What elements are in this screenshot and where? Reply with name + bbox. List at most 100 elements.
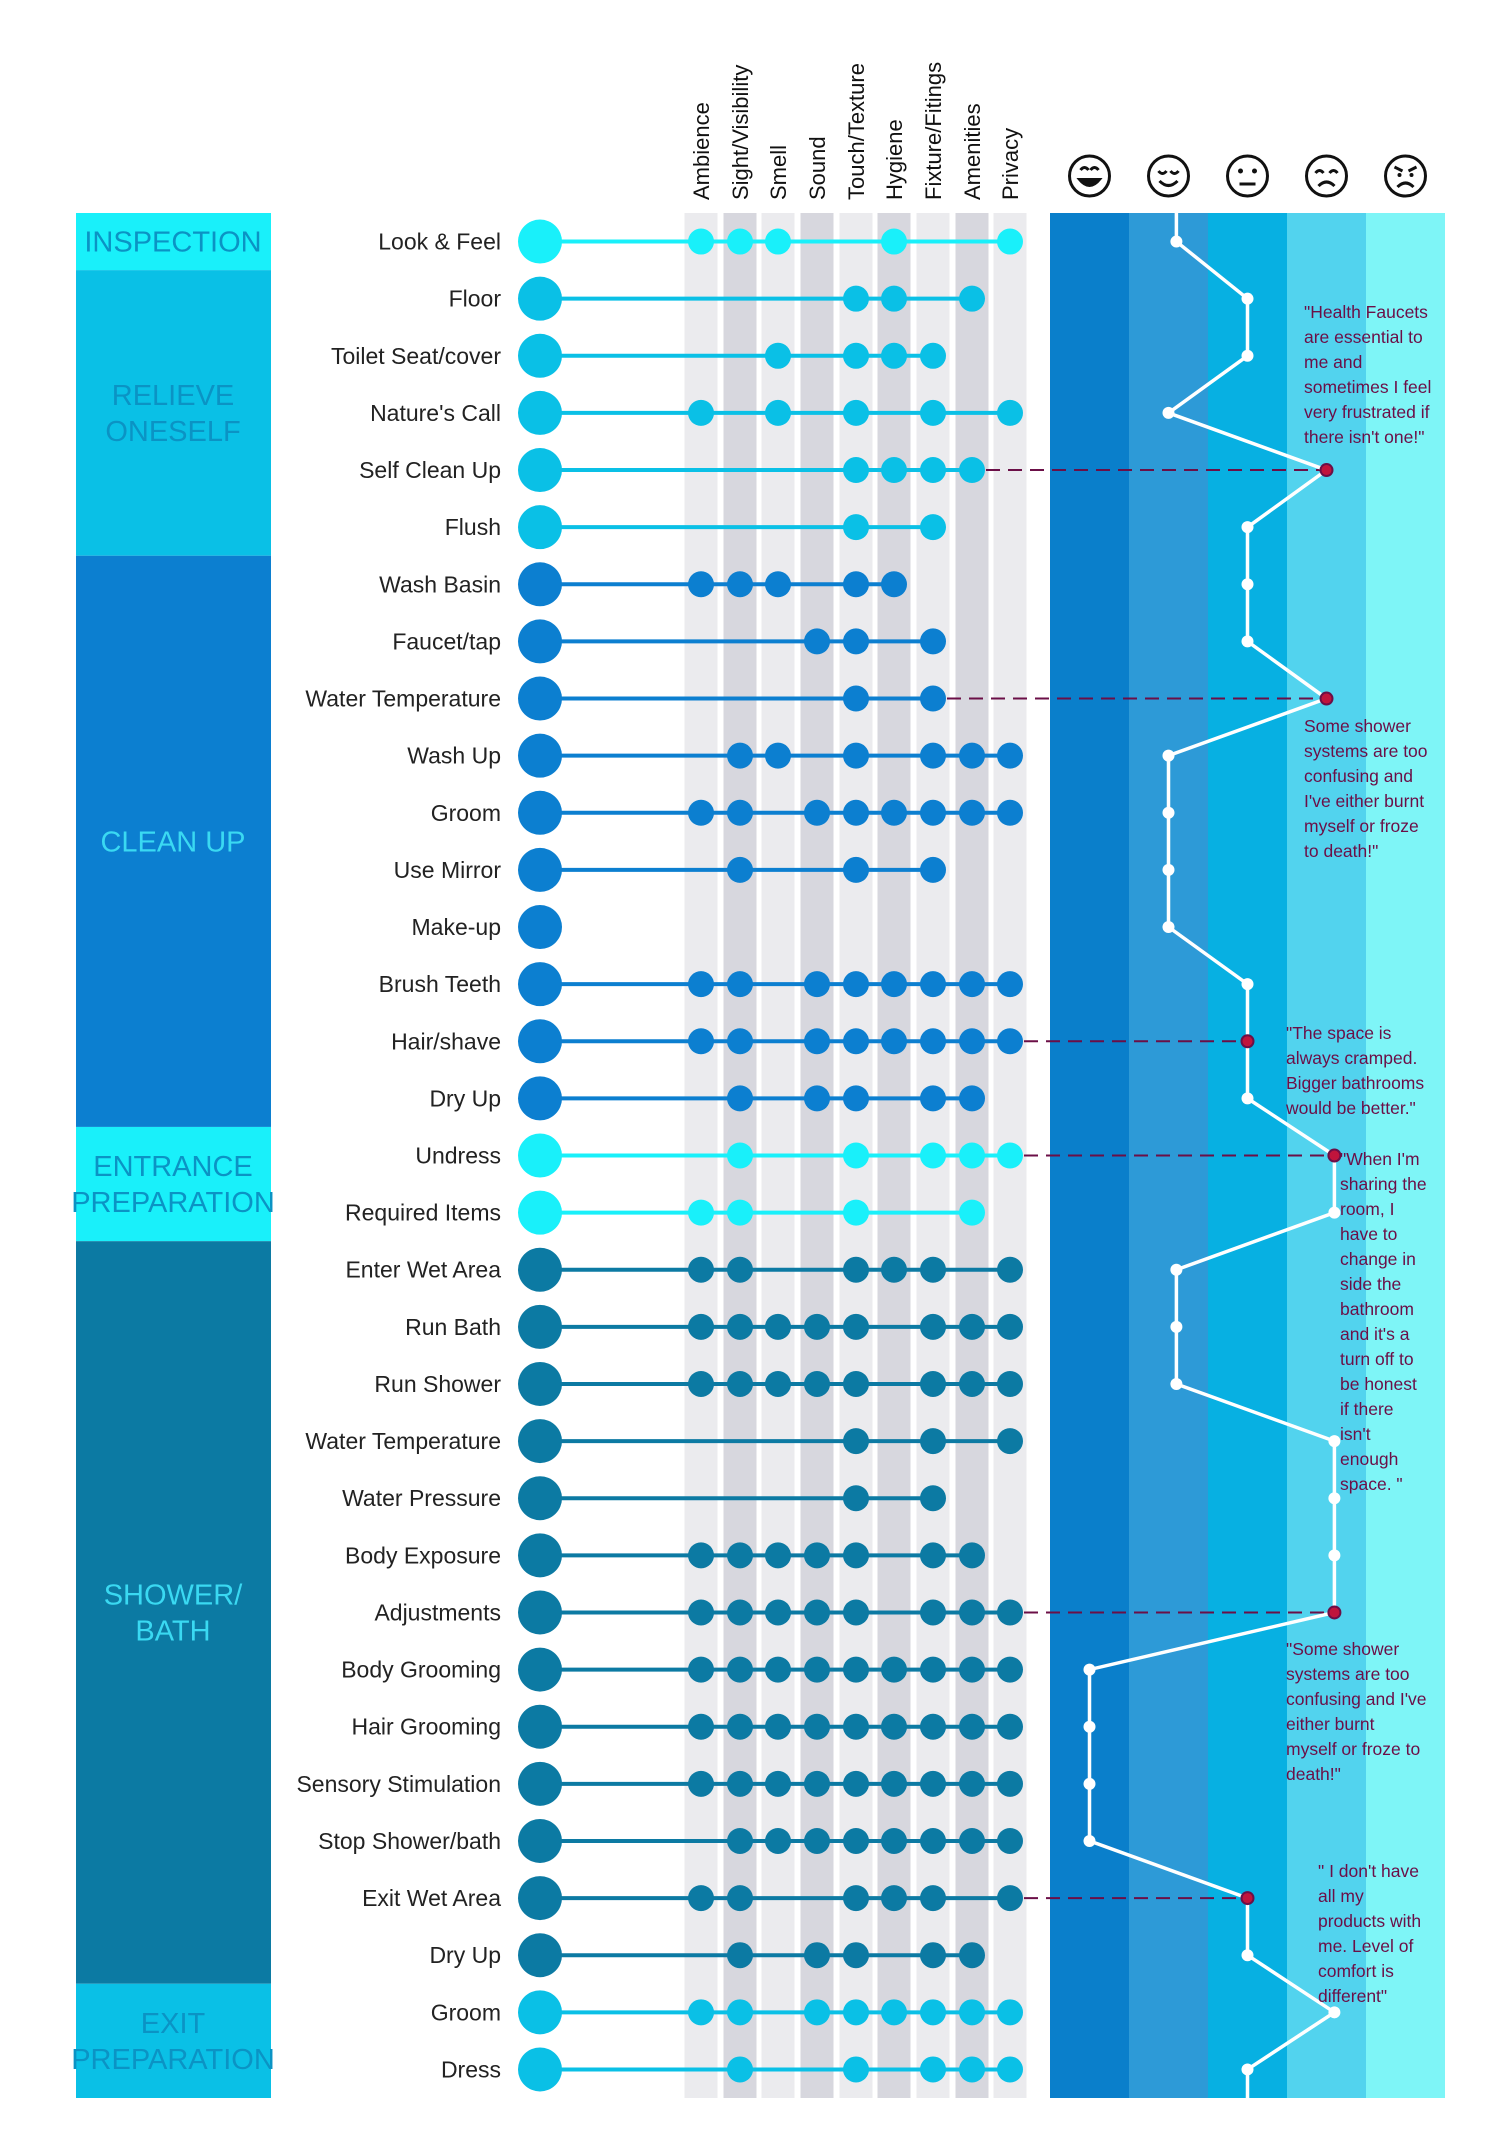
attribute-dot: [959, 1199, 985, 1226]
attribute-dot: [997, 799, 1023, 826]
activity-label: Required Items: [345, 1200, 501, 1226]
quote-line: "When I'm: [1340, 1149, 1420, 1169]
attribute-dot: [727, 971, 753, 998]
attribute-dot: [843, 856, 869, 883]
activity-row: Brush Teeth: [379, 962, 1023, 1007]
activity-label: Self Clean Up: [359, 457, 501, 483]
quote-line: turn off to: [1340, 1349, 1414, 1369]
activity-row: Hair Grooming: [351, 1704, 1023, 1749]
attribute-dot: [920, 342, 946, 369]
attribute-dot: [688, 799, 714, 826]
emotion-point: [1241, 1949, 1254, 1962]
phase-label: INSPECTION: [84, 227, 261, 259]
attribute-header: Fixture/Fitings: [921, 62, 946, 200]
attribute-dot: [727, 1370, 753, 1397]
quote-block: "The space is always cramped. Bigger bathr…: [1285, 1023, 1424, 1118]
quote-line: to death!": [1304, 841, 1378, 861]
attribute-dot: [881, 1885, 907, 1912]
attribute-dot: [881, 1256, 907, 1283]
activity-node: [518, 676, 562, 721]
activity-row: Groom: [431, 1990, 1023, 2035]
activity-label: Dress: [441, 2056, 501, 2082]
phase-label: ONESELF: [105, 416, 240, 448]
emotion-band: [1366, 213, 1445, 2098]
attribute-dot: [804, 1827, 830, 1854]
emotion-point: [1170, 1263, 1183, 1276]
quote-line: "The space is: [1286, 1023, 1392, 1043]
attribute-dot: [843, 285, 869, 312]
attribute-dot: [959, 457, 985, 484]
attribute-headers: Ambience Sight/Visibility Smell Sound Touch/…: [689, 62, 1023, 200]
activity-label: Use Mirror: [394, 857, 502, 883]
activity-row: Floor: [449, 276, 985, 321]
attribute-dot: [881, 1713, 907, 1740]
very-happy-face-icon: [1068, 154, 1111, 198]
quote-line: sometimes I feel: [1304, 377, 1431, 397]
attribute-dot: [727, 571, 753, 598]
attribute-dot: [688, 1656, 714, 1683]
quote-line: all my: [1318, 1886, 1364, 1906]
emotion-point: [1328, 1435, 1341, 1448]
activity-row: Dry Up: [429, 1933, 985, 1978]
attribute-dot: [804, 628, 830, 655]
attribute-dot: [959, 971, 985, 998]
attribute-header: Touch/Texture: [844, 63, 869, 200]
attribute-dot: [920, 1142, 946, 1169]
attribute-dot: [727, 1085, 753, 1112]
quote-line: bathroom: [1340, 1299, 1414, 1319]
emotion-point: [1241, 521, 1254, 534]
attribute-dot: [804, 1999, 830, 2026]
attribute-dot: [997, 228, 1023, 255]
attribute-dot: [804, 1770, 830, 1797]
activity-label: Stop Shower/bath: [318, 1828, 501, 1854]
quote-line: Some shower: [1304, 716, 1411, 736]
quote-line: confusing and I've: [1286, 1689, 1427, 1709]
activity-row: Wash Up: [407, 733, 1023, 778]
activity-label: Wash Up: [407, 743, 501, 769]
attribute-dot: [959, 285, 985, 312]
activity-node: [518, 1590, 562, 1635]
attribute-dot: [804, 1942, 830, 1969]
attribute-dot: [959, 1028, 985, 1055]
attribute-dot: [959, 1656, 985, 1683]
phase-label: SHOWER/: [104, 1579, 244, 1611]
quote-line: sharing the: [1340, 1174, 1427, 1194]
attribute-dot: [804, 1313, 830, 1340]
activity-node: [518, 1761, 562, 1806]
activity-row: Water Temperature: [305, 1419, 1023, 1464]
attribute-dot: [688, 1313, 714, 1340]
attribute-dot: [688, 1599, 714, 1626]
emotion-point: [1328, 1206, 1341, 1219]
attribute-dot: [843, 514, 869, 541]
attribute-dot: [843, 1656, 869, 1683]
activity-node: [518, 1133, 562, 1178]
attribute-dot: [881, 1827, 907, 1854]
activity-node: [518, 1419, 562, 1464]
attribute-dot: [997, 742, 1023, 769]
quote-line: "Some shower: [1286, 1639, 1399, 1659]
attribute-dot: [843, 399, 869, 426]
attribute-dot: [804, 1599, 830, 1626]
attribute-dot: [727, 1142, 753, 1169]
quote-line: would be better.": [1285, 1098, 1416, 1118]
attribute-dot: [727, 1199, 753, 1226]
activity-row: Self Clean Up: [359, 448, 985, 493]
activity-node: [518, 562, 562, 607]
attribute-dot: [881, 342, 907, 369]
activity-row: Groom: [431, 790, 1023, 835]
activity-label: Groom: [431, 800, 501, 826]
attribute-header: Smell: [766, 145, 791, 200]
activity-row: Look & Feel: [378, 219, 1023, 264]
activity-row: Exit Wet Area: [362, 1876, 1023, 1921]
phase-label: PREPARATION: [71, 1187, 275, 1219]
attribute-dot: [765, 342, 791, 369]
neutral-face-icon: [1226, 154, 1269, 198]
quote-line: myself or froze to: [1286, 1739, 1420, 1759]
attribute-dot: [920, 1599, 946, 1626]
attribute-dot: [688, 1028, 714, 1055]
activity-label: Run Bath: [405, 1314, 501, 1340]
activity-row: Make-up: [412, 905, 562, 950]
activity-row: Stop Shower/bath: [318, 1818, 1023, 1863]
attribute-dot: [765, 1770, 791, 1797]
attribute-dot: [920, 1713, 946, 1740]
